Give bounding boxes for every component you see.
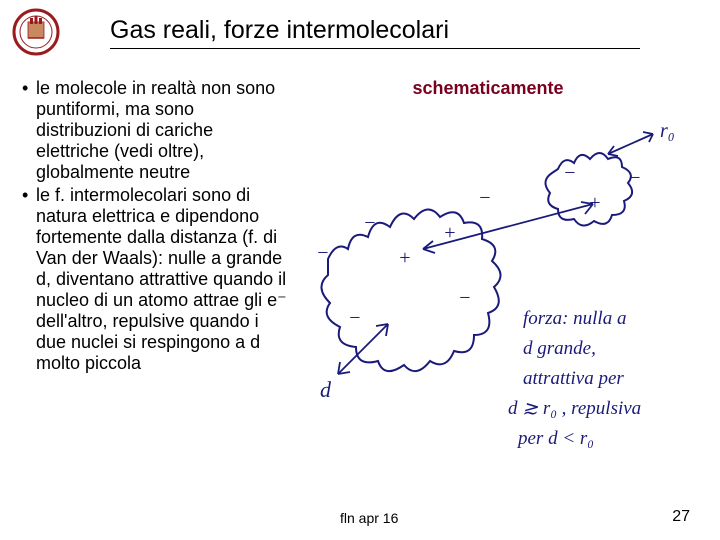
- title-container: Gas reali, forze intermolecolari: [60, 16, 708, 49]
- svg-text:+: +: [398, 247, 412, 269]
- svg-text:−: −: [478, 187, 492, 209]
- molecule-sketch: + + − − − − − + − − r₀: [308, 109, 708, 469]
- diagram-column: schematicamente + + − − − − −: [288, 78, 708, 469]
- bullet-dot: •: [22, 78, 36, 183]
- bullet-item: • le f. intermolecolari sono di natura e…: [22, 185, 288, 374]
- svg-text:−: −: [458, 287, 472, 309]
- svg-text:−: −: [363, 212, 377, 234]
- svg-text:−: −: [628, 167, 642, 189]
- diagram-label: schematicamente: [308, 78, 708, 99]
- svg-text:−: −: [348, 307, 362, 329]
- note-line: per d < r₀: [516, 428, 594, 449]
- note-line: forza: nulla a: [523, 308, 626, 329]
- slide-title: Gas reali, forze intermolecolari: [110, 16, 640, 49]
- note-line: d ≳ r₀ , repulsiva: [508, 398, 641, 419]
- footer-date: fln apr 16: [340, 510, 398, 526]
- footer-page-number: 27: [672, 508, 690, 526]
- note-line: d grande,: [523, 338, 596, 359]
- svg-text:−: −: [316, 242, 330, 264]
- header: Gas reali, forze intermolecolari: [0, 0, 720, 60]
- bullet-list: • le molecole in realtà non sono puntifo…: [12, 78, 288, 469]
- bullet-text: le molecole in realtà non sono puntiform…: [36, 78, 288, 183]
- note-line: attrattiva per: [523, 368, 624, 389]
- content-area: • le molecole in realtà non sono puntifo…: [0, 60, 720, 469]
- d-label: d: [320, 377, 332, 402]
- r0-label: r₀: [660, 120, 675, 142]
- bullet-item: • le molecole in realtà non sono puntifo…: [22, 78, 288, 183]
- bullet-dot: •: [22, 185, 36, 374]
- university-seal-logo: [12, 8, 60, 56]
- svg-text:−: −: [563, 162, 577, 184]
- bullet-text: le f. intermolecolari sono di natura ele…: [36, 185, 288, 374]
